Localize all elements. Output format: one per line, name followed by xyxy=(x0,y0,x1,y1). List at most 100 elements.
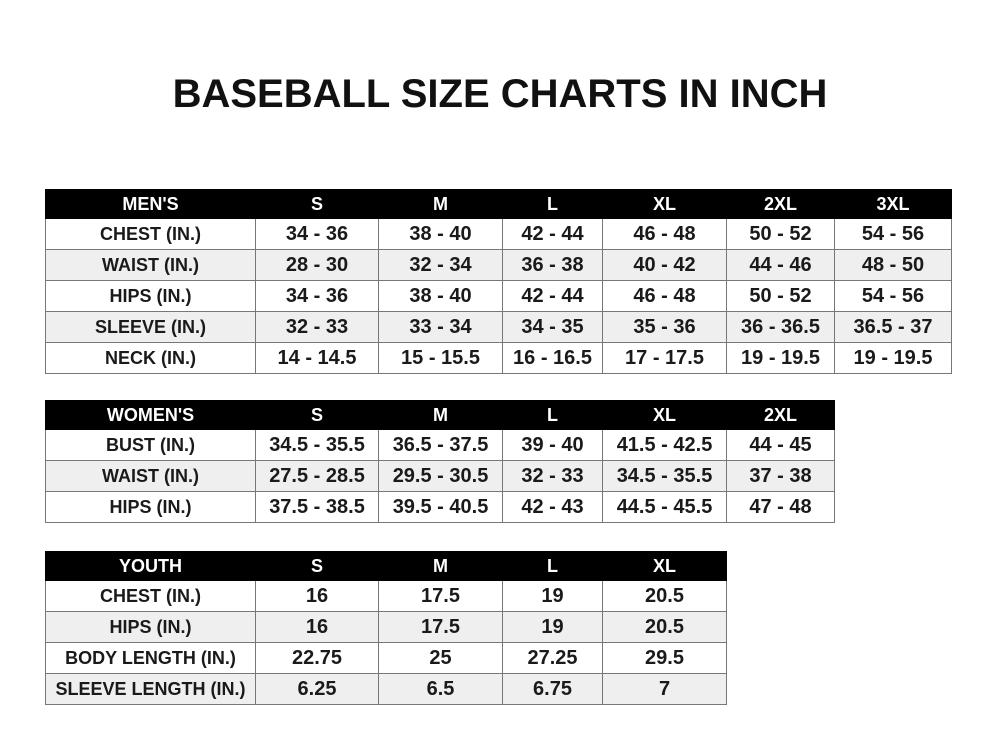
measurement-label: SLEEVE (IN.) xyxy=(45,311,256,343)
measurement-label: SLEEVE LENGTH (IN.) xyxy=(45,673,256,705)
measurement-cell: 44.5 - 45.5 xyxy=(602,491,727,523)
size-header: S xyxy=(255,400,379,430)
measurement-cell: 50 - 52 xyxy=(726,218,835,250)
measurement-cell: 32 - 34 xyxy=(378,249,503,281)
measurement-cell: 42 - 44 xyxy=(502,218,603,250)
category-header: YOUTH xyxy=(45,551,256,581)
size-header: 3XL xyxy=(834,189,952,219)
measurement-cell: 34 - 36 xyxy=(255,280,379,312)
measurement-cell: 33 - 34 xyxy=(378,311,503,343)
table-row: BODY LENGTH (IN.) 22.75 25 27.25 29.5 xyxy=(45,642,727,674)
size-header: L xyxy=(502,551,603,581)
measurement-cell: 38 - 40 xyxy=(378,280,503,312)
measurement-cell: 44 - 46 xyxy=(726,249,835,281)
table-row: SLEEVE (IN.) 32 - 33 33 - 34 34 - 35 35 - 36… xyxy=(45,311,952,343)
table-row: SLEEVE LENGTH (IN.) 6.25 6.5 6.75 7 xyxy=(45,673,727,705)
measurement-cell: 46 - 48 xyxy=(602,280,727,312)
measurement-cell: 6.25 xyxy=(255,673,379,705)
measurement-cell: 14 - 14.5 xyxy=(255,342,379,374)
measurement-cell: 41.5 - 42.5 xyxy=(602,429,727,461)
measurement-cell: 46 - 48 xyxy=(602,218,727,250)
measurement-cell: 6.75 xyxy=(502,673,603,705)
measurement-cell: 27.5 - 28.5 xyxy=(255,460,379,492)
measurement-cell: 35 - 36 xyxy=(602,311,727,343)
size-header: S xyxy=(255,189,379,219)
measurement-cell: 22.75 xyxy=(255,642,379,674)
measurement-cell: 17.5 xyxy=(378,580,503,612)
table-row: HIPS (IN.) 16 17.5 19 20.5 xyxy=(45,611,727,643)
category-header: MEN'S xyxy=(45,189,256,219)
measurement-cell: 16 xyxy=(255,611,379,643)
measurement-cell: 28 - 30 xyxy=(255,249,379,281)
measurement-cell: 7 xyxy=(602,673,727,705)
measurement-cell: 29.5 - 30.5 xyxy=(378,460,503,492)
measurement-cell: 47 - 48 xyxy=(726,491,835,523)
table-row: CHEST (IN.) 34 - 36 38 - 40 42 - 44 46 - 48 5… xyxy=(45,218,952,250)
size-header: XL xyxy=(602,400,727,430)
measurement-cell: 37.5 - 38.5 xyxy=(255,491,379,523)
size-header: L xyxy=(502,189,603,219)
measurement-cell: 36 - 36.5 xyxy=(726,311,835,343)
page-title: BASEBALL SIZE CHARTS IN INCH xyxy=(172,72,828,116)
measurement-label: WAIST (IN.) xyxy=(45,249,256,281)
table-row: NECK (IN.) 14 - 14.5 15 - 15.5 16 - 16.5 17 … xyxy=(45,342,952,374)
table-row: WAIST (IN.) 27.5 - 28.5 29.5 - 30.5 32 - 33… xyxy=(45,460,835,492)
measurement-cell: 19 xyxy=(502,580,603,612)
size-header: M xyxy=(378,400,503,430)
measurement-cell: 15 - 15.5 xyxy=(378,342,503,374)
measurement-cell: 6.5 xyxy=(378,673,503,705)
measurement-cell: 39 - 40 xyxy=(502,429,603,461)
size-header: XL xyxy=(602,551,727,581)
table-row: BUST (IN.) 34.5 - 35.5 36.5 - 37.5 39 - 40 4… xyxy=(45,429,835,461)
measurement-cell: 17 - 17.5 xyxy=(602,342,727,374)
size-header: XL xyxy=(602,189,727,219)
measurement-cell: 37 - 38 xyxy=(726,460,835,492)
measurement-cell: 54 - 56 xyxy=(834,218,952,250)
measurement-cell: 16 - 16.5 xyxy=(502,342,603,374)
measurement-label: CHEST (IN.) xyxy=(45,218,256,250)
header-row: WOMEN'S S M L XL 2XL xyxy=(45,400,835,430)
measurement-label: BODY LENGTH (IN.) xyxy=(45,642,256,674)
measurement-label: CHEST (IN.) xyxy=(45,580,256,612)
measurement-cell: 25 xyxy=(378,642,503,674)
table-row: HIPS (IN.) 34 - 36 38 - 40 42 - 44 46 - 48 50… xyxy=(45,280,952,312)
measurement-cell: 44 - 45 xyxy=(726,429,835,461)
measurement-cell: 39.5 - 40.5 xyxy=(378,491,503,523)
table-row: CHEST (IN.) 16 17.5 19 20.5 xyxy=(45,580,727,612)
measurement-cell: 34.5 - 35.5 xyxy=(255,429,379,461)
measurement-cell: 20.5 xyxy=(602,611,727,643)
category-header: WOMEN'S xyxy=(45,400,256,430)
header-row: MEN'S S M L XL 2XL 3XL xyxy=(45,189,952,219)
measurement-label: HIPS (IN.) xyxy=(45,491,256,523)
table-row: WAIST (IN.) 28 - 30 32 - 34 36 - 38 40 - 42 4… xyxy=(45,249,952,281)
measurement-cell: 19 xyxy=(502,611,603,643)
measurement-cell: 32 - 33 xyxy=(502,460,603,492)
youth-size-table: YOUTH S M L XL CHEST (IN.) 16 17.5 19 20.5 HIPS (I… xyxy=(45,551,727,705)
measurement-cell: 17.5 xyxy=(378,611,503,643)
measurement-cell: 20.5 xyxy=(602,580,727,612)
header-row: YOUTH S M L XL xyxy=(45,551,727,581)
measurement-cell: 27.25 xyxy=(502,642,603,674)
measurement-label: WAIST (IN.) xyxy=(45,460,256,492)
measurement-cell: 54 - 56 xyxy=(834,280,952,312)
mens-size-table: MEN'S S M L XL 2XL 3XL CHEST (IN.) 34 - 36 38 - 4… xyxy=(45,189,952,374)
measurement-cell: 19 - 19.5 xyxy=(834,342,952,374)
size-header: L xyxy=(502,400,603,430)
size-header: M xyxy=(378,189,503,219)
measurement-cell: 40 - 42 xyxy=(602,249,727,281)
measurement-cell: 34 - 36 xyxy=(255,218,379,250)
size-header: 2XL xyxy=(726,400,835,430)
measurement-cell: 36.5 - 37.5 xyxy=(378,429,503,461)
measurement-cell: 42 - 43 xyxy=(502,491,603,523)
measurement-cell: 36.5 - 37 xyxy=(834,311,952,343)
measurement-cell: 36 - 38 xyxy=(502,249,603,281)
measurement-cell: 34.5 - 35.5 xyxy=(602,460,727,492)
measurement-label: HIPS (IN.) xyxy=(45,280,256,312)
measurement-label: HIPS (IN.) xyxy=(45,611,256,643)
measurement-cell: 42 - 44 xyxy=(502,280,603,312)
table-row: HIPS (IN.) 37.5 - 38.5 39.5 - 40.5 42 - 43 4… xyxy=(45,491,835,523)
size-header: 2XL xyxy=(726,189,835,219)
size-header: M xyxy=(378,551,503,581)
measurement-label: BUST (IN.) xyxy=(45,429,256,461)
measurement-cell: 34 - 35 xyxy=(502,311,603,343)
